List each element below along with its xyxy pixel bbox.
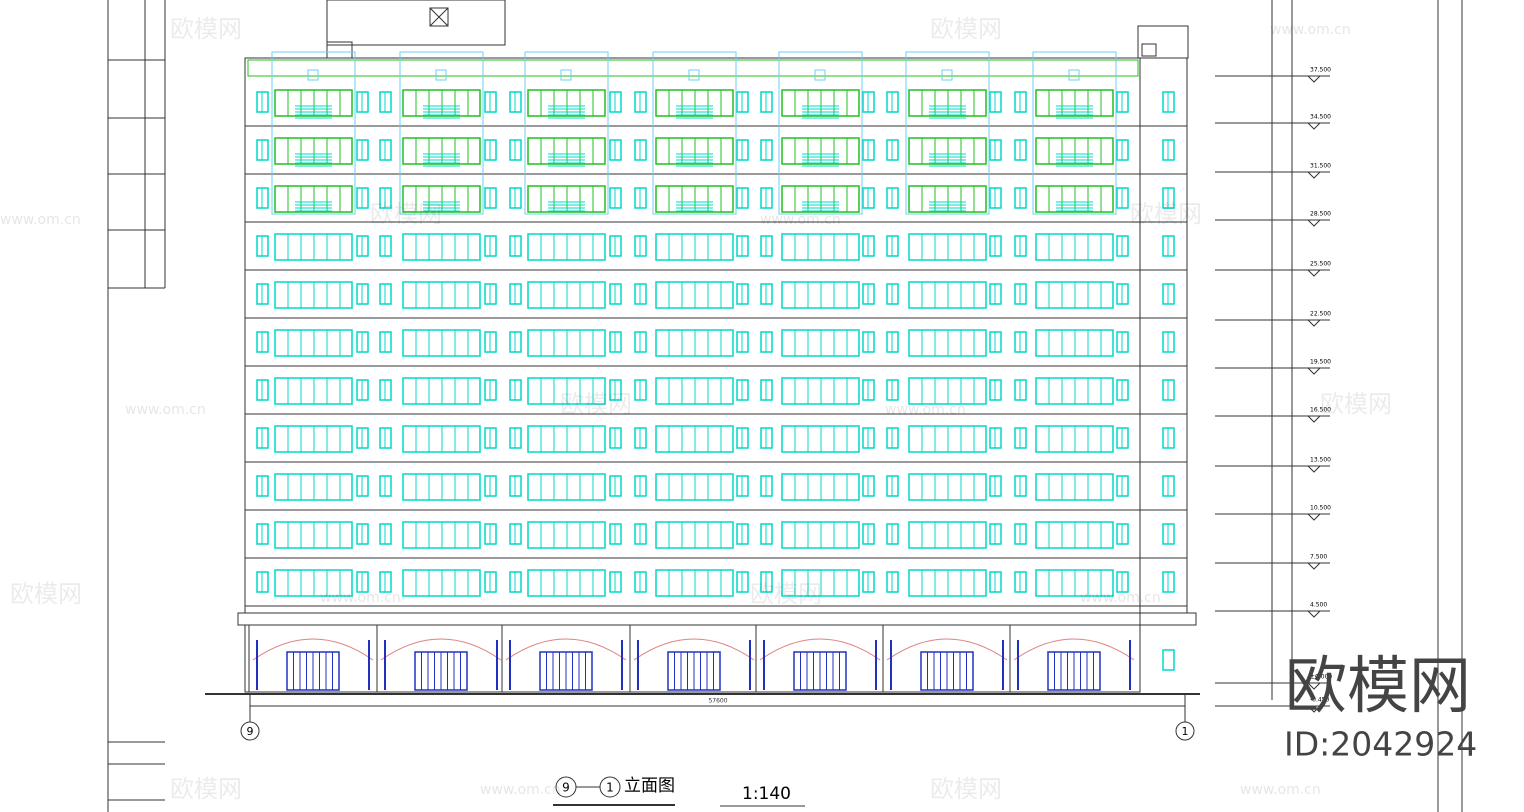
watermark-site-faint: www.om.cn — [1270, 22, 1351, 38]
watermark-site-faint: www.om.cn — [480, 782, 561, 798]
elevation-symbol — [1307, 75, 1321, 83]
watermark-brand-faint: 欧模网 — [560, 390, 632, 418]
elevation-label: 22.500 — [1310, 311, 1331, 318]
building — [237, 51, 1197, 693]
bay-frame — [905, 51, 990, 215]
bay-cap — [560, 69, 572, 81]
elevation-symbol — [1307, 682, 1321, 690]
elevation-symbol — [1307, 562, 1321, 570]
bay-frame — [1032, 51, 1117, 215]
watermark-site-faint: www.om.cn — [885, 402, 966, 418]
elevation-symbol — [1307, 367, 1321, 375]
elevation-label: 37.500 — [1310, 67, 1331, 74]
arch — [1013, 638, 1135, 661]
elevation-label: 25.500 — [1310, 261, 1331, 268]
elevation-label: 10.500 — [1310, 505, 1331, 512]
watermark-brand-faint: 欧模网 — [1130, 200, 1202, 228]
elevation-symbol — [1307, 219, 1321, 227]
elevation-label: 19.500 — [1310, 359, 1331, 366]
watermark-site-faint: www.om.cn — [0, 212, 81, 228]
arch — [252, 638, 374, 661]
watermark-brand-faint: 欧模网 — [170, 15, 242, 43]
axis-bubble — [1175, 721, 1195, 741]
elevation-label: 31.500 — [1310, 163, 1331, 170]
bay-frame — [778, 51, 863, 215]
podium — [244, 624, 1141, 693]
elevation-symbol — [1307, 513, 1321, 521]
watermark-brand-faint: 欧模网 — [930, 15, 1002, 43]
drawing-scale: 1:140 — [742, 784, 791, 804]
axis-bubble — [240, 721, 260, 741]
window — [1162, 649, 1175, 671]
elevation-symbol — [1307, 122, 1321, 130]
elevation-label: ±0.000 — [1310, 674, 1332, 681]
axis-label: 1 — [1182, 725, 1189, 738]
bay-frame — [524, 51, 609, 215]
arch — [380, 638, 502, 661]
bay-frame — [271, 51, 356, 215]
elevation-label: 34.500 — [1310, 114, 1331, 121]
elevation-label: 28.500 — [1310, 211, 1331, 218]
overall-dimension: 57600 — [708, 698, 727, 705]
watermark-brand-faint: 欧模网 — [370, 200, 442, 228]
bay-cap — [941, 69, 953, 81]
elevation-symbol — [1307, 319, 1321, 327]
title-block — [107, 0, 1463, 812]
cornice — [247, 59, 1139, 77]
elevation-label: 13.500 — [1310, 457, 1331, 464]
bay-frame — [399, 51, 484, 215]
elevation-label: 16.500 — [1310, 407, 1331, 414]
watermark-brand-faint: 欧模网 — [10, 580, 82, 608]
watermark-site-faint: www.om.cn — [320, 590, 401, 606]
elevation-label: 4.500 — [1310, 602, 1327, 609]
elevation-label: 7.500 — [1310, 554, 1327, 561]
bay-cap — [688, 69, 700, 81]
elevation-symbol — [1307, 269, 1321, 277]
watermark-site-faint: www.om.cn — [125, 402, 206, 418]
elevation-symbol — [1307, 465, 1321, 473]
bay-cap — [307, 69, 319, 81]
elevation-symbol — [1307, 705, 1321, 713]
bay-cap — [435, 69, 447, 81]
watermark-site-faint: www.om.cn — [1240, 782, 1321, 798]
elevation-symbol — [1307, 171, 1321, 179]
arch — [633, 638, 755, 661]
elevation-symbol — [1307, 610, 1321, 618]
watermark-brand-faint: 欧模网 — [1320, 390, 1392, 418]
title-axis-label: 9 — [562, 781, 570, 795]
bay-cap — [814, 69, 826, 81]
bay-cap — [1068, 69, 1080, 81]
arch — [886, 638, 1008, 661]
watermark-brand: 欧模网 — [1285, 649, 1471, 722]
watermark-brand-faint: 欧模网 — [750, 580, 822, 608]
watermark-site-faint: www.om.cn — [1080, 590, 1161, 606]
elevation-symbol — [1307, 415, 1321, 423]
axis-label: 9 — [247, 725, 254, 738]
title-axis-label: 1 — [606, 781, 614, 795]
watermark-site-faint: www.om.cn — [760, 212, 841, 228]
elevation-label: -0.450 — [1310, 697, 1330, 704]
watermark-brand-faint: 欧模网 — [170, 775, 242, 803]
drawing-title: 立面图 — [624, 776, 675, 796]
arch — [505, 638, 627, 661]
bay-frame — [652, 51, 737, 215]
watermark-id: ID:2042924 — [1284, 725, 1477, 764]
elevation-marks: 37.500 34.500 31.500 28.500 25.500 22.500 19.5… — [1215, 67, 1332, 713]
watermark-brand-faint: 欧模网 — [930, 775, 1002, 803]
arch — [759, 638, 881, 661]
